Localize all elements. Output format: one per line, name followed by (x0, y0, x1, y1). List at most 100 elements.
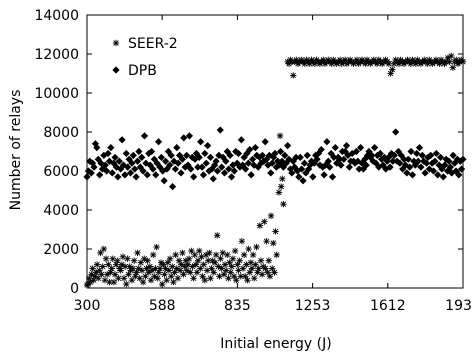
dpb-point (268, 159, 276, 167)
dpb-point (152, 171, 160, 179)
seer-2-point (268, 265, 276, 272)
dpb-point (171, 165, 179, 173)
seer-2-point (224, 251, 231, 259)
legend-label-seer-2: SEER-2 (128, 36, 178, 52)
dpb-point (410, 157, 418, 165)
dpb-point (386, 163, 394, 171)
dpb-point (313, 155, 321, 163)
dpb-point (129, 151, 137, 159)
dpb-point (389, 157, 397, 165)
seer-2-point (273, 251, 280, 259)
dpb-point (312, 151, 320, 159)
dpb-point (277, 147, 285, 156)
dpb-point (271, 149, 279, 158)
dpb-point (258, 151, 266, 159)
dpb-point (122, 149, 130, 158)
seer-2-point (267, 212, 275, 220)
dpb-point (178, 155, 187, 163)
seer-2-point (237, 273, 244, 280)
seer-2-point (155, 269, 163, 276)
dpb-point (406, 163, 414, 171)
dpb-point (225, 165, 233, 173)
y-tick-label: 2000 (43, 242, 79, 258)
dpb-point (201, 149, 209, 158)
seer-2-point (206, 249, 213, 257)
seer-2-point (179, 249, 186, 257)
dpb-point (331, 144, 339, 152)
seer-2-point (277, 183, 285, 190)
seer-2-point (261, 218, 268, 225)
seer-2-point (104, 271, 111, 278)
dpb-point (118, 136, 126, 144)
seer-2-point (200, 261, 207, 268)
seer-2-point (196, 247, 203, 255)
legend-label-dpb: DPB (128, 63, 157, 79)
dpb-point (411, 161, 419, 169)
dpb-point (216, 126, 224, 134)
dpb-point (166, 161, 174, 169)
dpb-point (246, 145, 254, 154)
dpb-point (135, 147, 143, 156)
dpb-point (167, 151, 175, 159)
dpb-point (218, 163, 226, 171)
dpb-point (396, 159, 404, 167)
dpb-point (140, 132, 149, 140)
dpb-point (255, 153, 264, 161)
seer-2-point (130, 257, 138, 264)
seer-2-point (459, 58, 467, 65)
dpb-point (132, 173, 140, 181)
seer-2-point (210, 269, 218, 276)
dpb-point (209, 175, 217, 183)
legend: SEER-2 DPB (112, 36, 178, 79)
seer-2-point (164, 259, 172, 266)
seer-2-point (208, 265, 215, 272)
seer-2-point (244, 277, 251, 284)
dpb-point (234, 149, 243, 158)
dpb-point (90, 163, 98, 171)
dpb-point (317, 145, 325, 154)
seer-2-point (115, 275, 122, 282)
dpb-point (394, 147, 403, 156)
seer-2-point (144, 257, 151, 264)
seer-2-point (98, 271, 105, 278)
legend-marker-dpb (112, 66, 120, 74)
seer-2-point (114, 257, 121, 264)
dpb-point (392, 128, 400, 136)
dpb-point (295, 173, 303, 181)
dpb-point (417, 163, 425, 171)
dpb-point (206, 153, 215, 161)
dpb-point (126, 169, 135, 177)
dpb-point (198, 163, 206, 171)
dpb-point (390, 151, 398, 159)
seer-2-point (219, 249, 227, 257)
dpb-point (300, 159, 309, 167)
seer-2-point (258, 271, 266, 278)
seer-2-point (178, 261, 185, 268)
seer-2-point (233, 277, 240, 284)
dpb-point (457, 165, 466, 173)
seer-2-point (265, 257, 273, 264)
seer-2-point (253, 243, 260, 251)
seer-2-point (150, 251, 157, 259)
dpb-point (341, 147, 349, 156)
axis-ticks: 0 2000 4000 6000 8000 10000 12000 14000 300 588 83… (34, 8, 472, 314)
dpb-point (115, 157, 123, 165)
dpb-point (183, 151, 191, 159)
dpb-point (89, 159, 97, 167)
seer-2-point (137, 259, 145, 266)
seer-2-point (199, 273, 206, 280)
dpb-point (194, 163, 202, 171)
dpb-point (138, 153, 146, 161)
dpb-point (422, 159, 431, 167)
seer-2-point (175, 257, 183, 264)
dpb-point (213, 167, 222, 175)
dpb-point (330, 153, 338, 161)
dpb-point (114, 173, 122, 181)
x-tick-label: 300 (74, 298, 101, 314)
plot-axes (86, 14, 464, 289)
dpb-point (296, 153, 304, 161)
seer-2-point (171, 269, 178, 276)
seer-2-point (159, 280, 166, 288)
seer-2-point (251, 275, 258, 282)
dpb-point (427, 151, 435, 159)
